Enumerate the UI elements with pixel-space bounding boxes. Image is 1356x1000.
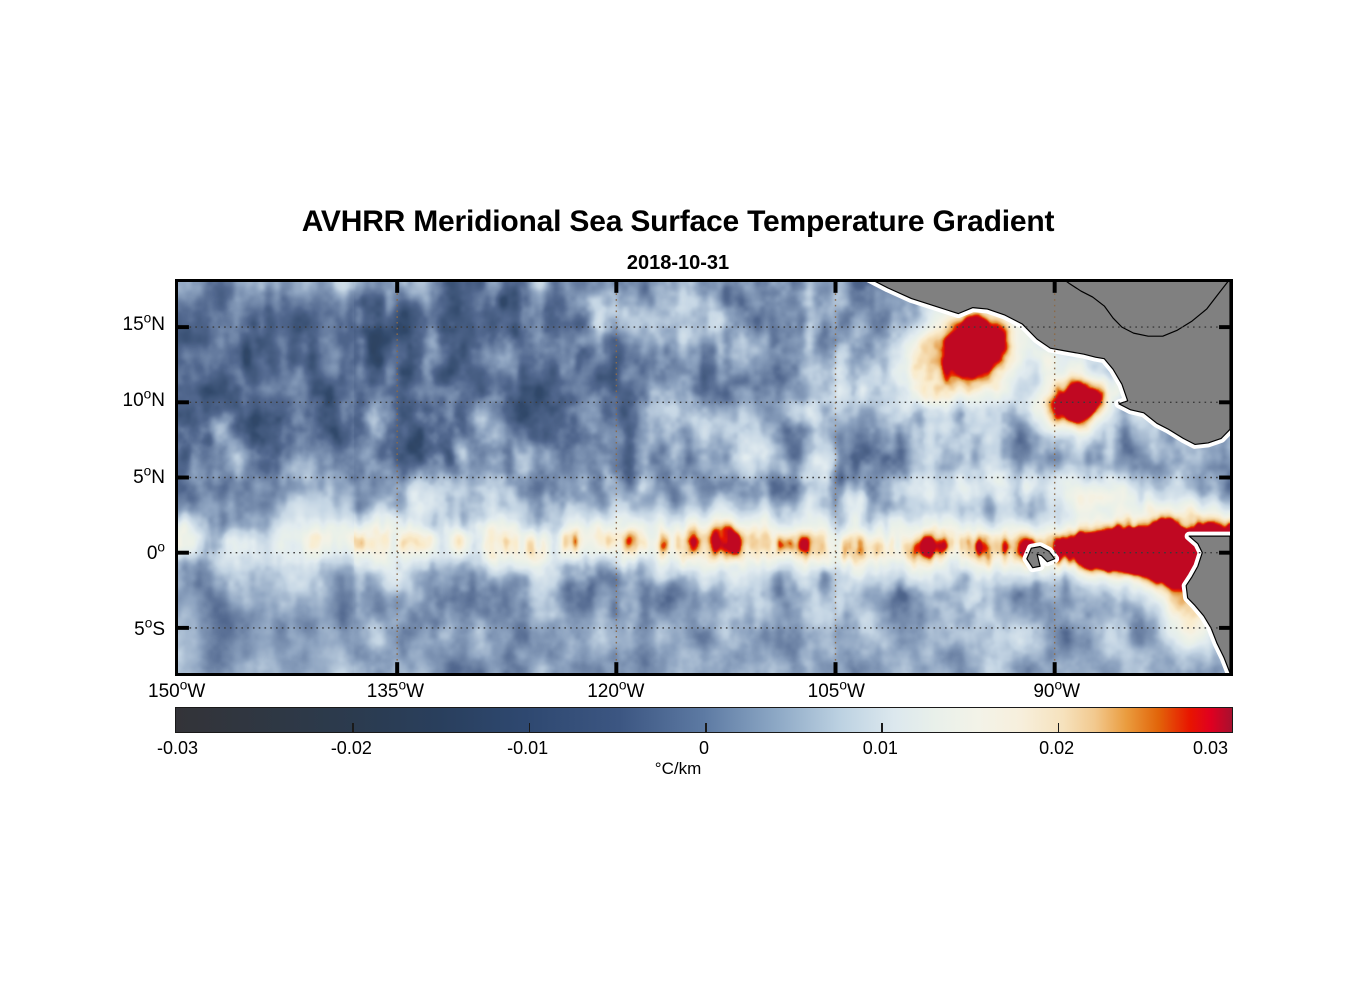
y-tick-label: 5oS bbox=[134, 615, 165, 641]
colorbar-tick-mark bbox=[705, 723, 707, 732]
colorbar-tick-label: 0.02 bbox=[1039, 738, 1075, 758]
figure-title: AVHRR Meridional Sea Surface Temperature… bbox=[301, 205, 1055, 238]
colorbar-tick-label: 0.01 bbox=[862, 738, 898, 758]
x-tick-label: 105oW bbox=[807, 677, 865, 702]
sst-gradient-heatmap bbox=[178, 282, 1230, 673]
x-tick-label: 90oW bbox=[1033, 677, 1080, 702]
colorbar-tick-labels: -0.03 -0.02 -0.01 0 0.01 0.02 0.03 bbox=[157, 738, 1233, 762]
colorbar-tick-mark bbox=[352, 723, 354, 732]
colorbar-tick-mark bbox=[528, 723, 531, 732]
colorbar bbox=[175, 707, 1233, 733]
colorbar-tick-label: -0.03 bbox=[157, 738, 199, 758]
colorbar-tick-label: -0.01 bbox=[507, 738, 549, 758]
y-tick-label: 0o bbox=[146, 539, 165, 564]
y-axis-tick-labels: 15oN 10oN 5oN 0o 5oS bbox=[60, 279, 165, 676]
colorbar-tick-label: -0.02 bbox=[330, 738, 372, 758]
colorbar-tick-label: 0.03 bbox=[1193, 738, 1229, 758]
colorbar-tick-mark bbox=[881, 723, 883, 732]
x-tick-label: 120oW bbox=[587, 677, 645, 702]
colorbar-tick-label: 0 bbox=[698, 738, 710, 758]
map-plot-area bbox=[175, 279, 1233, 676]
y-tick-label: 5oN bbox=[133, 463, 165, 488]
x-tick-label: 135oW bbox=[366, 677, 425, 702]
colorbar-gradient bbox=[176, 708, 1232, 732]
figure-subtitle: 2018-10-31 bbox=[626, 252, 730, 274]
colorbar-unit-label: °C/km bbox=[654, 759, 702, 778]
y-tick-label: 15oN bbox=[122, 310, 165, 335]
x-axis-tick-labels: 150oW 135oW 120oW 105oW 90oW bbox=[148, 677, 1233, 707]
colorbar-tick-mark bbox=[1057, 723, 1060, 732]
y-tick-label: 10oN bbox=[122, 386, 165, 412]
x-tick-label: 150oW bbox=[148, 677, 206, 702]
